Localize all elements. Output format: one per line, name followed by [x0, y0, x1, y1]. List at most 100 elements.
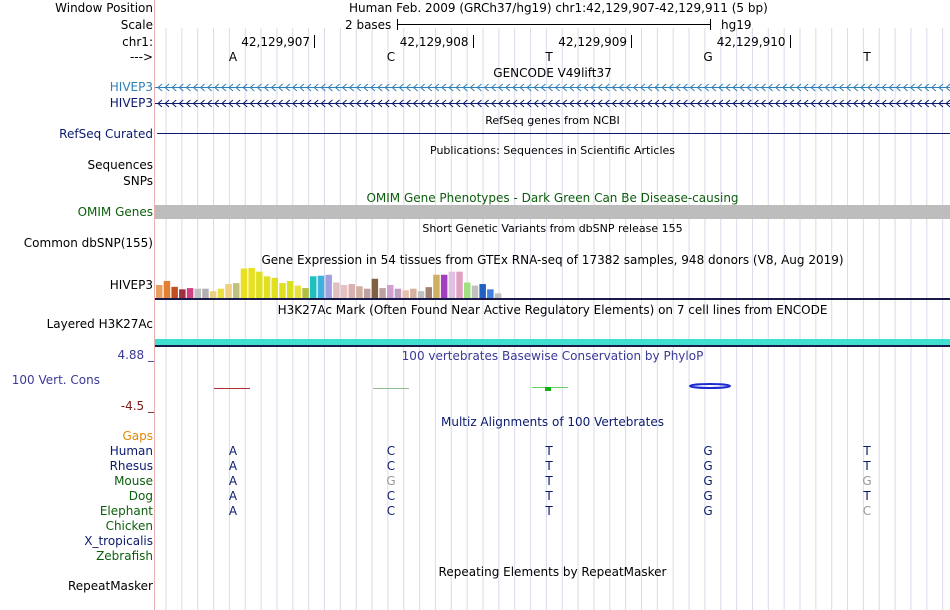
gtex-tissue-bar: [156, 284, 163, 298]
gtex-tissue-bar: [286, 280, 294, 298]
strand-arrow: [206, 83, 213, 92]
strand-arrow: [469, 99, 475, 108]
gencode-title: GENCODE V49lift37: [493, 66, 612, 80]
h3k27ac-signal[interactable]: [155, 339, 950, 345]
sequences-label[interactable]: Sequences: [87, 158, 153, 172]
gene-track-hivep3-2[interactable]: [155, 99, 950, 108]
gaps-label[interactable]: Gaps: [122, 429, 153, 443]
species-label[interactable]: X_tropicalis: [84, 534, 153, 548]
strand-arrow: [632, 83, 639, 92]
strand-arrow: [299, 83, 305, 92]
gtex-tissue-bar: [233, 283, 240, 298]
multiz-title: Multiz Alignments of 100 Vertebrates: [440, 415, 665, 429]
species-label[interactable]: Elephant: [99, 504, 153, 518]
strand-arrow: [576, 99, 582, 108]
strand-arrow: [512, 99, 518, 108]
alignment-base: G: [386, 474, 396, 488]
strand-arrow: [341, 83, 347, 92]
phylop-min-label: -4.5 _: [120, 399, 154, 413]
strand-arrow: [554, 99, 560, 108]
species-label[interactable]: Human: [109, 444, 153, 458]
alignment-base: T: [545, 459, 553, 473]
strand-arrow: [902, 83, 908, 92]
strand-arrow: [569, 99, 575, 108]
reference-base: A: [228, 50, 238, 64]
strand-arrow: [881, 83, 887, 92]
scale-bar-tick-left: [397, 19, 398, 30]
gene-track-hivep3-1[interactable]: [155, 83, 950, 92]
strand-arrow: [448, 99, 454, 108]
omim-genes-label[interactable]: OMIM Genes: [77, 205, 153, 219]
strand-arrow: [526, 99, 532, 108]
strand-arrow: [583, 83, 589, 92]
strand-arrow: [938, 83, 944, 92]
strand-arrow: [661, 99, 667, 108]
omim-title: OMIM Gene Phenotypes - Dark Green Can Be…: [366, 191, 739, 205]
strand-arrow: [341, 99, 347, 108]
gtex-tissue-bar: [494, 293, 502, 298]
strand-arrow: [881, 99, 887, 108]
gtex-tissue-bar: [433, 274, 440, 298]
species-label[interactable]: Rhesus: [109, 459, 153, 473]
strand-arrow: [647, 83, 653, 92]
species-label[interactable]: Zebrafish: [96, 549, 153, 563]
alignment-base: A: [228, 489, 238, 503]
alignment-base: T: [545, 444, 553, 458]
ruler-position: 42,129,909: [558, 35, 627, 49]
alignment-base: G: [862, 474, 872, 488]
gtex-gene-label[interactable]: HIVEP3: [109, 278, 153, 292]
strand-arrow: [895, 99, 901, 108]
dbsnp-label[interactable]: Common dbSNP(155): [23, 236, 153, 250]
gtex-tissue-bar: [256, 271, 263, 298]
species-label[interactable]: Chicken: [105, 519, 153, 533]
refseq-label[interactable]: RefSeq Curated: [59, 127, 153, 141]
gtex-tissue-bar: [271, 277, 278, 298]
strand-arrow: [441, 83, 447, 92]
strand-arrow: [334, 99, 340, 108]
species-label[interactable]: Mouse: [114, 474, 153, 488]
strand-arrow: [263, 99, 269, 108]
reference-base: C: [386, 50, 396, 64]
repeatmasker-label[interactable]: RepeatMasker: [67, 579, 153, 593]
strand-arrow: [796, 99, 802, 108]
strand-arrow: [469, 83, 475, 92]
alignment-base: C: [386, 504, 396, 518]
strand-arrow: [483, 99, 489, 108]
omim-phenotype-bar[interactable]: [155, 205, 950, 219]
strand-arrow: [569, 83, 575, 92]
phylop-signal[interactable]: [155, 380, 950, 396]
strand-arrow: [427, 99, 433, 108]
dbsnp-title: Short Genetic Variants from dbSNP releas…: [422, 222, 683, 235]
strand-arrow: [242, 99, 248, 108]
h3k27ac-label[interactable]: Layered H3K27Ac: [46, 317, 153, 331]
strand-arrow: [682, 83, 688, 92]
strand-arrow: [845, 83, 852, 92]
gtex-tissue-bar: [294, 285, 302, 298]
alignment-base: T: [545, 504, 553, 518]
gene-label-hivep3-2[interactable]: HIVEP3: [109, 96, 153, 110]
strand-arrow: [377, 83, 383, 92]
gene-label-hivep3-1[interactable]: HIVEP3: [109, 80, 153, 94]
alignment-base: G: [703, 474, 713, 488]
refseq-gene-line[interactable]: [157, 133, 950, 134]
species-label[interactable]: Dog: [128, 489, 153, 503]
gtex-tissue-bar: [340, 284, 348, 298]
gtex-tissue-bar: [379, 288, 386, 298]
strand-arrow: [703, 99, 710, 108]
strand-arrow: [945, 83, 950, 92]
strand-arrow: [363, 83, 369, 92]
strand-arrow: [540, 99, 546, 108]
strand-arrow: [192, 83, 198, 92]
strand-arrow: [810, 99, 816, 108]
gtex-title: Gene Expression in 54 tissues from GTEx …: [261, 253, 844, 267]
strand-arrow: [590, 99, 596, 108]
strand-arrow: [561, 99, 568, 108]
strand-arrow: [874, 99, 880, 108]
strand-arrow: [647, 99, 653, 108]
gtex-tissue-bar: [317, 275, 325, 298]
phylop-label[interactable]: 100 Vert. Cons: [11, 373, 100, 387]
gtex-expression-bars[interactable]: [155, 267, 950, 300]
snps-label[interactable]: SNPs: [123, 174, 153, 188]
strand-arrow: [725, 99, 731, 108]
strand-arrow: [434, 99, 440, 108]
